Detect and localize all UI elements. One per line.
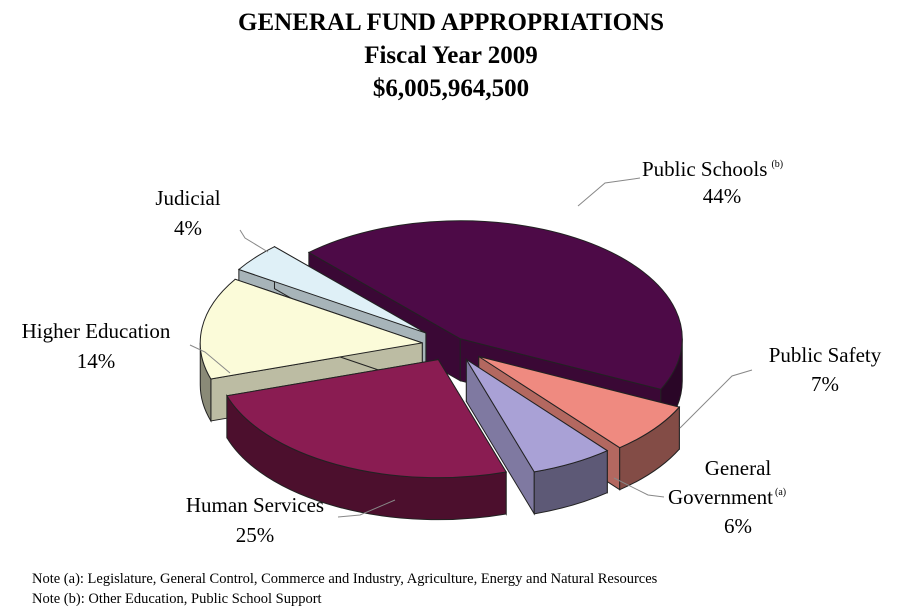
label-human-services: Human Services [186,493,324,517]
slice-top [226,359,507,479]
leader-higher-education [189,344,231,374]
slice-top [465,359,609,473]
value-public-safety: 7% [811,372,839,396]
value-human-services: 25% [236,523,275,547]
leader-human-services [337,499,396,518]
leader-judicial [239,229,269,253]
leader-lines [189,177,753,518]
value-public-schools: 44% [703,184,742,208]
value-general-government: 6% [724,514,752,538]
label-higher-education: Higher Education [22,319,171,343]
slice-top [478,356,681,449]
chart-subtitle-year: Fiscal Year 2009 [364,42,538,69]
value-judicial: 4% [174,216,202,240]
label-judicial: Judicial [155,186,220,210]
label-public-schools: Public Schools (b) [642,157,783,181]
chart-title: GENERAL FUND APPROPRIATIONS [238,9,664,36]
slice-top [199,278,423,380]
chart-subtitle-total: $6,005,964,500 [372,75,530,102]
label-public-safety: Public Safety [769,343,882,367]
footnotes: Note (a): Legislature, General Control, … [32,569,657,609]
slice-top [307,220,683,390]
leader-public-safety [679,369,753,429]
note-a: Note (a): Legislature, General Control, … [32,571,658,587]
slice-general-government [465,357,609,516]
pie-slices [199,220,683,521]
label-general-government-2: Government (a) [668,485,786,509]
slice-top [237,246,427,334]
value-higher-education: 14% [77,349,116,373]
leader-public-schools [577,177,641,207]
slice-human-services [226,357,507,521]
note-b: Note (b): Other Education, Public School… [32,591,322,607]
leader-general-government [613,477,665,498]
label-general-government-1: General [705,456,772,480]
